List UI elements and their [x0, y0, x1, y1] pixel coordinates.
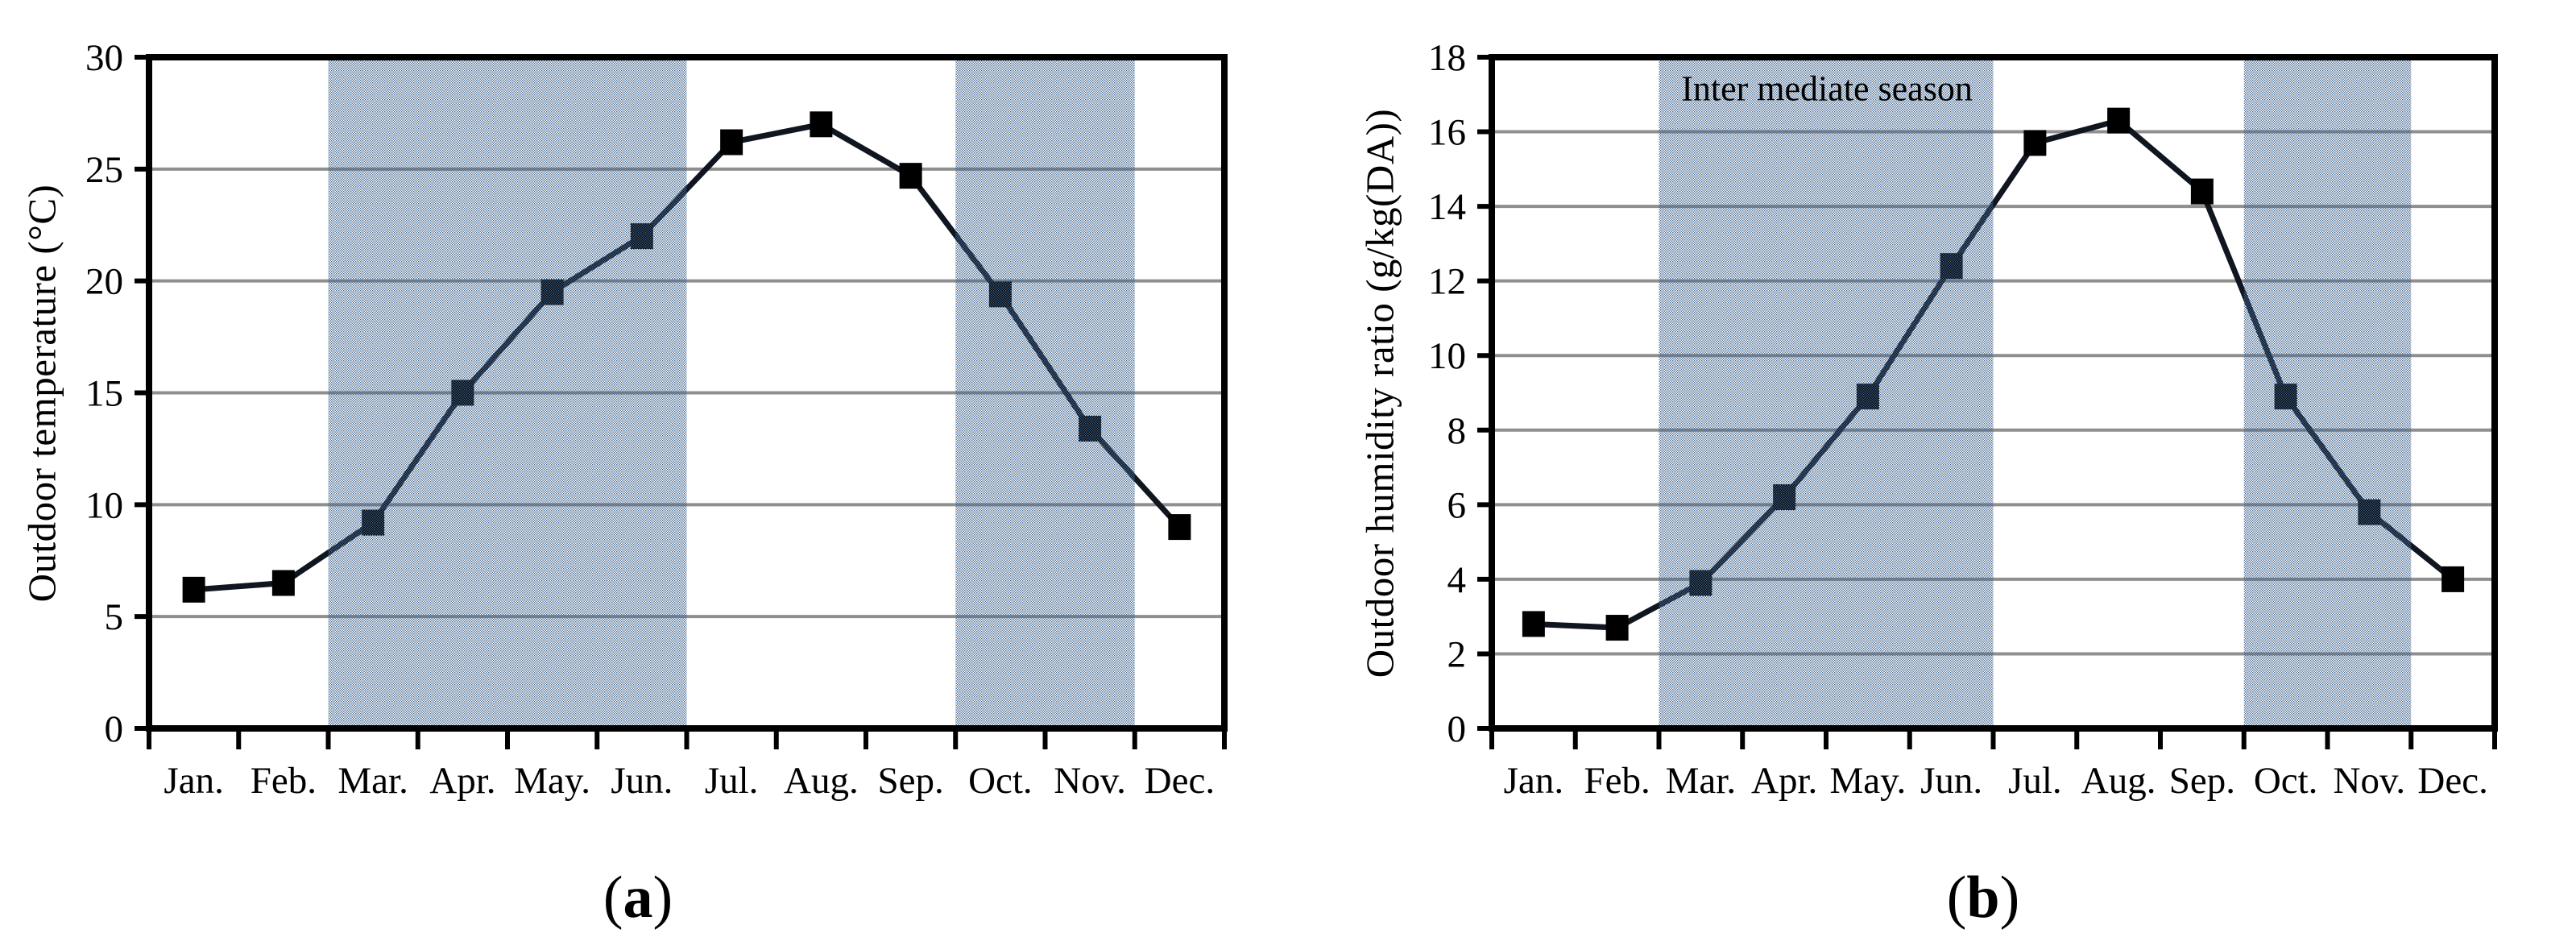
y-tick-label: 20	[85, 261, 123, 303]
y-tick-label: 18	[1428, 37, 1466, 79]
y-tick-label: 8	[1447, 410, 1467, 452]
x-tick-label: Oct.	[2254, 760, 2318, 802]
x-tick-label: May.	[514, 760, 590, 802]
y-tick-label: 14	[1428, 186, 1466, 228]
x-tick-label: Feb.	[1584, 760, 1650, 802]
x-tick-label: Jul.	[705, 760, 759, 802]
data-point-aug	[2107, 107, 2131, 134]
y-tick-label: 10	[85, 484, 123, 526]
y-tick-label: 12	[1428, 261, 1466, 303]
x-tick-label: Jan.	[164, 760, 223, 802]
x-tick-label: Aug.	[2081, 760, 2156, 802]
y-axis-title-humidity: Outdoor humidity ratio (g/kg(DA))	[1357, 108, 1402, 678]
y-tick-label: 25	[85, 149, 123, 191]
temperature-chart-canvas: 0 5 10 15 20 25 30 Jan. Feb. Mar. Apr. May. Jun. Jul.…	[85, 37, 1228, 802]
x-tick-label: Mar.	[338, 760, 408, 802]
y-axis-title-temperature: Outdoor temperature (°C)	[19, 184, 64, 603]
y-tick-label: 10	[1428, 335, 1466, 377]
y-tick-label: 2	[1447, 633, 1467, 675]
figure-panel-b: 0 2 4 6 8 10 12 14 16 18 Jan. Feb. Mar. Apr. May. Jun. J…	[1288, 0, 2576, 950]
y-tick-label: 6	[1447, 484, 1467, 526]
intermediate-season-annotation: Inter mediate season	[1681, 68, 1973, 109]
y-tick-label: 30	[85, 37, 123, 79]
caption-a-letter: a	[623, 865, 653, 931]
x-tick-label: Oct.	[968, 760, 1033, 802]
x-tick-label: Mar.	[1666, 760, 1736, 802]
data-point-dec	[2441, 566, 2465, 592]
x-tick-label: Aug.	[784, 760, 859, 802]
x-tick-label: Jun.	[611, 760, 673, 802]
data-point-jul	[720, 129, 743, 156]
x-tick-label: Feb.	[251, 760, 317, 802]
data-point-jan	[182, 576, 205, 603]
data-point-jul	[2023, 130, 2047, 156]
x-tick-label: Dec.	[2417, 760, 2487, 802]
data-point-sep	[899, 163, 922, 189]
x-tick-label: Jun.	[1920, 760, 1982, 802]
intermediate-season-band	[328, 57, 687, 728]
y-tick-label: 16	[1428, 112, 1466, 154]
x-tick-label: Apr.	[429, 760, 495, 802]
x-tick-label: Apr.	[1751, 760, 1817, 802]
data-point-jan	[1522, 611, 1545, 637]
x-tick-label: Jul.	[2008, 760, 2062, 802]
intermediate-season-band	[1659, 57, 1994, 728]
x-tick-label: Nov.	[2334, 760, 2406, 802]
y-tick-label: 0	[105, 708, 124, 750]
x-tick-label: Jan.	[1504, 760, 1563, 802]
y-tick-label: 4	[1447, 559, 1467, 601]
y-tick-label: 5	[105, 596, 124, 638]
figure-panel-a: 0 5 10 15 20 25 30 Jan. Feb. Mar. Apr. May. Jun. Jul.…	[85, 37, 1228, 802]
intermediate-season-band	[955, 57, 1135, 728]
humidity-chart-canvas: 0 2 4 6 8 10 12 14 16 18 Jan. Feb. Mar. Apr. May. Jun. J…	[1428, 37, 2498, 802]
data-point-sep	[2190, 178, 2214, 205]
y-tick-label: 15	[85, 373, 123, 415]
intermediate-season-band	[2243, 57, 2412, 728]
caption-b-letter-real: b	[1966, 865, 2000, 931]
x-tick-label: Nov.	[1054, 760, 1126, 802]
y-tick-label: 0	[1447, 708, 1467, 750]
caption-a-close-paren: )	[652, 865, 673, 931]
caption-a: (a)	[603, 864, 673, 932]
caption-b-close-paren: )	[1999, 865, 2020, 931]
data-point-dec	[1168, 514, 1191, 541]
x-tick-label: Sep.	[2169, 760, 2235, 802]
caption-b-open-paren: (	[1946, 865, 1967, 931]
data-point-feb	[271, 570, 295, 596]
x-tick-label: Sep.	[878, 760, 944, 802]
caption-a-open-paren: (	[603, 865, 623, 931]
x-tick-label: Dec.	[1145, 760, 1215, 802]
x-tick-label: May.	[1829, 760, 1906, 802]
caption-b: ()b)	[1947, 864, 2019, 932]
data-point-feb	[1605, 615, 1629, 641]
data-point-aug	[810, 111, 833, 138]
